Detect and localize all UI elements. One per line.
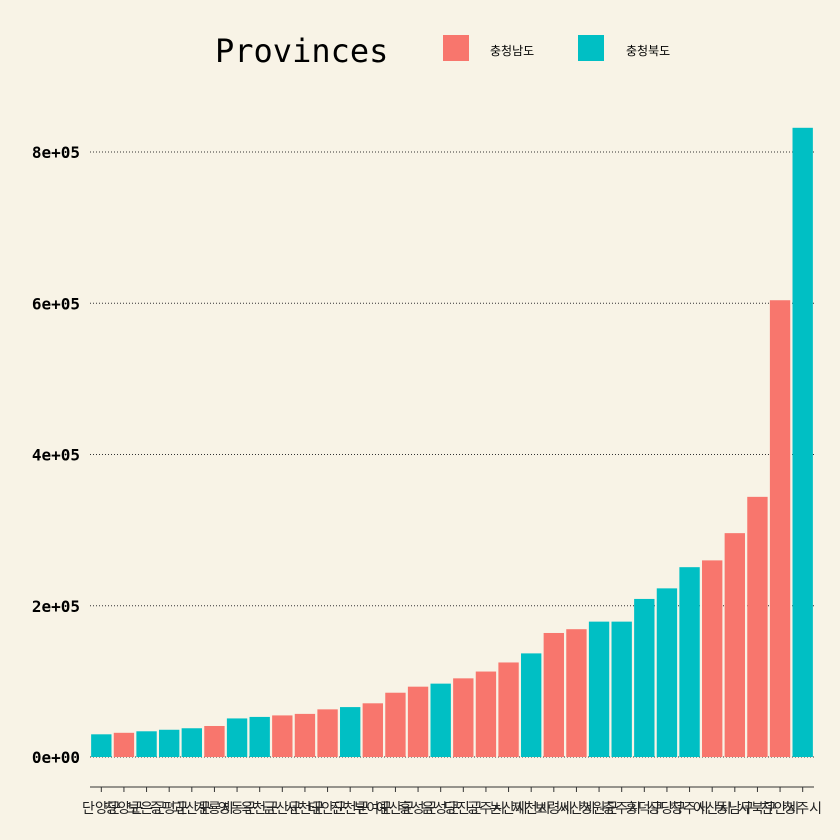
- x-tick-label: 서산시: [557, 801, 596, 817]
- legend-swatch-chungbuk: [578, 35, 604, 61]
- x-tick-label: 천안시: [761, 801, 800, 817]
- legend-label-chungbuk: 충청북도: [626, 44, 670, 58]
- x-tick-label: 음성군: [421, 801, 460, 817]
- bar: [521, 653, 542, 757]
- bar: [543, 632, 564, 757]
- bar: [453, 678, 474, 757]
- x-tick-label: 상당구: [648, 801, 687, 817]
- bar: [385, 692, 406, 757]
- x-tick-label: 태안군: [308, 801, 347, 817]
- y-tick-label: 0e+00: [32, 748, 80, 767]
- bar: [204, 725, 225, 757]
- bar: [91, 734, 112, 757]
- legend: Provinces 충청남도 충청북도: [215, 32, 670, 70]
- x-tick-label: 논산시: [489, 801, 528, 817]
- bar: [407, 686, 429, 757]
- bar: [634, 598, 655, 757]
- bar: [362, 703, 383, 757]
- bar: [702, 560, 723, 758]
- y-tick-labels: 0e+00 2e+05 4e+05 6e+05 8e+05: [32, 143, 80, 767]
- x-tick-label: 공주시: [467, 801, 506, 817]
- bar: [566, 629, 587, 757]
- x-tick-label: 예산군: [376, 801, 415, 817]
- x-tick-label: 옥천군: [240, 801, 279, 817]
- x-tick-label: 서북구: [738, 801, 777, 817]
- x-tick-label: 영동군: [218, 801, 257, 817]
- x-tick-label: 동남구: [715, 801, 754, 817]
- x-tick-label: 계룡시: [195, 801, 234, 817]
- x-tick-label: 아산시: [693, 801, 732, 817]
- bar: [181, 728, 202, 757]
- bar: [769, 300, 791, 757]
- bar: [272, 715, 293, 757]
- y-tick-label: 2e+05: [32, 597, 80, 616]
- legend-title: Provinces: [215, 32, 388, 70]
- x-tick-label: 청원군: [580, 801, 619, 817]
- bar: [249, 716, 270, 757]
- x-tick-label: 보령시: [534, 801, 573, 817]
- legend-label-chungnam: 충청남도: [490, 44, 534, 58]
- bar: [317, 709, 338, 757]
- x-tick-label: 제천시: [512, 801, 551, 817]
- bar: [792, 127, 813, 758]
- x-tick-label: 진천군: [331, 801, 370, 817]
- bar: [747, 496, 768, 757]
- bar: [294, 713, 316, 757]
- bar: [136, 731, 157, 757]
- x-tick-label: 당진군: [444, 801, 483, 817]
- x-tick-label: 서천군: [286, 801, 325, 817]
- x-tick-label: 청주시: [670, 801, 709, 817]
- x-tick-label: 괴산군: [172, 801, 211, 817]
- bar: [656, 588, 678, 757]
- x-tick-label: 홍성군: [399, 801, 438, 817]
- x-tick-label: 충주시: [602, 801, 641, 817]
- bar: [498, 662, 519, 757]
- x-tick-label: 단양군: [82, 801, 121, 817]
- bar: [679, 567, 700, 757]
- bars: [91, 127, 813, 758]
- bar: [159, 729, 180, 757]
- x-tick-label: 보은군: [127, 801, 166, 817]
- y-tick-label: 6e+05: [32, 294, 80, 313]
- y-tick-label: 4e+05: [32, 446, 80, 465]
- bar: [588, 621, 610, 757]
- x-tick-label: 청양군: [105, 801, 144, 817]
- y-tick-label: 8e+05: [32, 143, 80, 162]
- bar: [611, 621, 632, 757]
- x-tick-label: 증평군: [150, 801, 189, 817]
- legend-swatch-chungnam: [443, 35, 469, 61]
- x-tick-label: 청주시: [783, 801, 822, 817]
- bar: [430, 683, 451, 757]
- bar: [113, 732, 135, 757]
- x-tick-label: 금산군: [263, 801, 302, 817]
- bar: [475, 671, 497, 757]
- x-tick-label: 흥덕구: [625, 801, 664, 817]
- bar: [226, 718, 248, 757]
- bar: [340, 707, 361, 757]
- x-tick-label: 부여군: [353, 801, 392, 817]
- x-tick-labels: 단양군청양군보은군증평군괴산군계룡시영동군옥천군금산군서천군태안군진천군부여군예…: [82, 801, 822, 817]
- bar: [724, 533, 745, 757]
- axes: [90, 786, 814, 792]
